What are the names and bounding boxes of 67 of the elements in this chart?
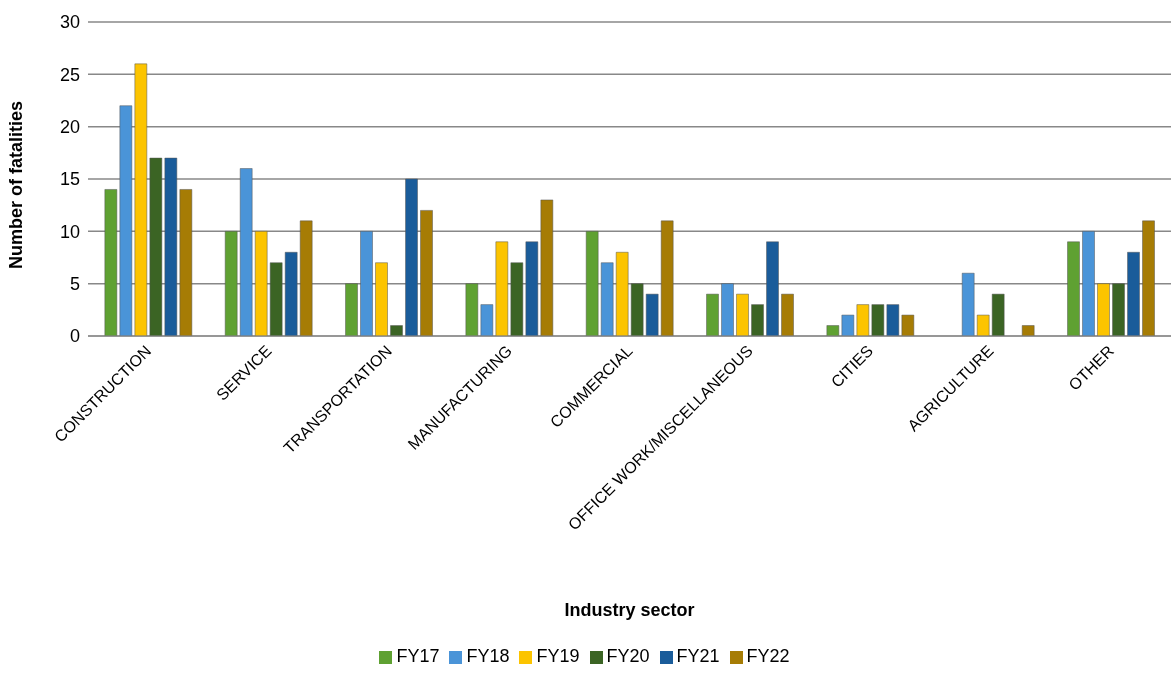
bar	[525, 241, 539, 336]
legend-label: FY18	[466, 646, 510, 666]
bar	[149, 157, 163, 336]
legend-label: FY19	[536, 646, 580, 666]
bar	[645, 293, 659, 336]
bar	[600, 262, 614, 336]
bar	[540, 199, 554, 336]
y-tick-label: 30	[59, 12, 80, 33]
bar	[375, 262, 388, 336]
bar	[1021, 325, 1035, 336]
bar	[1067, 241, 1080, 336]
bar	[510, 262, 524, 336]
bar	[736, 293, 749, 336]
bar	[751, 304, 764, 336]
bar	[976, 314, 990, 336]
bar	[1127, 252, 1140, 336]
legend-label: FY22	[746, 646, 790, 666]
y-tick-label: 0	[69, 326, 80, 347]
bar	[345, 283, 358, 336]
legend-label: FY17	[396, 646, 440, 666]
bar	[164, 157, 178, 336]
y-tick-label: 15	[59, 169, 80, 190]
bar	[781, 293, 794, 336]
bar	[119, 105, 133, 336]
bar	[405, 178, 418, 336]
bar	[254, 231, 268, 336]
bar	[1142, 220, 1155, 336]
bar	[360, 231, 373, 336]
bar	[901, 314, 915, 336]
bar	[886, 304, 900, 336]
bar	[660, 220, 674, 336]
y-axis-title: Number of fatalities	[6, 100, 27, 269]
x-axis-title: Industry sector	[564, 600, 695, 620]
bar	[961, 272, 975, 336]
bar	[766, 241, 779, 336]
y-tick-label: 20	[59, 117, 80, 138]
bar	[495, 241, 509, 336]
bar	[630, 283, 644, 336]
bar	[841, 314, 855, 336]
bar	[1112, 283, 1125, 336]
legend-label: FY20	[606, 646, 650, 666]
bar	[390, 325, 403, 336]
bar	[284, 252, 298, 336]
bar	[856, 304, 870, 336]
bar	[721, 283, 734, 336]
bar	[179, 189, 193, 336]
bar	[871, 304, 885, 336]
bar	[615, 252, 629, 336]
bar	[269, 262, 283, 336]
bar	[299, 220, 313, 336]
bar	[239, 168, 253, 336]
bar	[1097, 283, 1110, 336]
legend-label: FY21	[676, 646, 720, 666]
bar	[826, 325, 840, 336]
bar	[465, 283, 479, 336]
bar	[134, 63, 148, 336]
y-tick-label: 5	[69, 274, 80, 295]
y-tick-label: 10	[59, 221, 80, 242]
bar	[991, 293, 1005, 336]
bar	[224, 231, 238, 336]
bar	[1082, 231, 1095, 336]
y-tick-label: 25	[59, 64, 80, 85]
bar	[706, 293, 719, 336]
bar	[420, 210, 433, 336]
bar	[480, 304, 494, 336]
bar	[585, 231, 599, 336]
bar	[104, 189, 118, 336]
